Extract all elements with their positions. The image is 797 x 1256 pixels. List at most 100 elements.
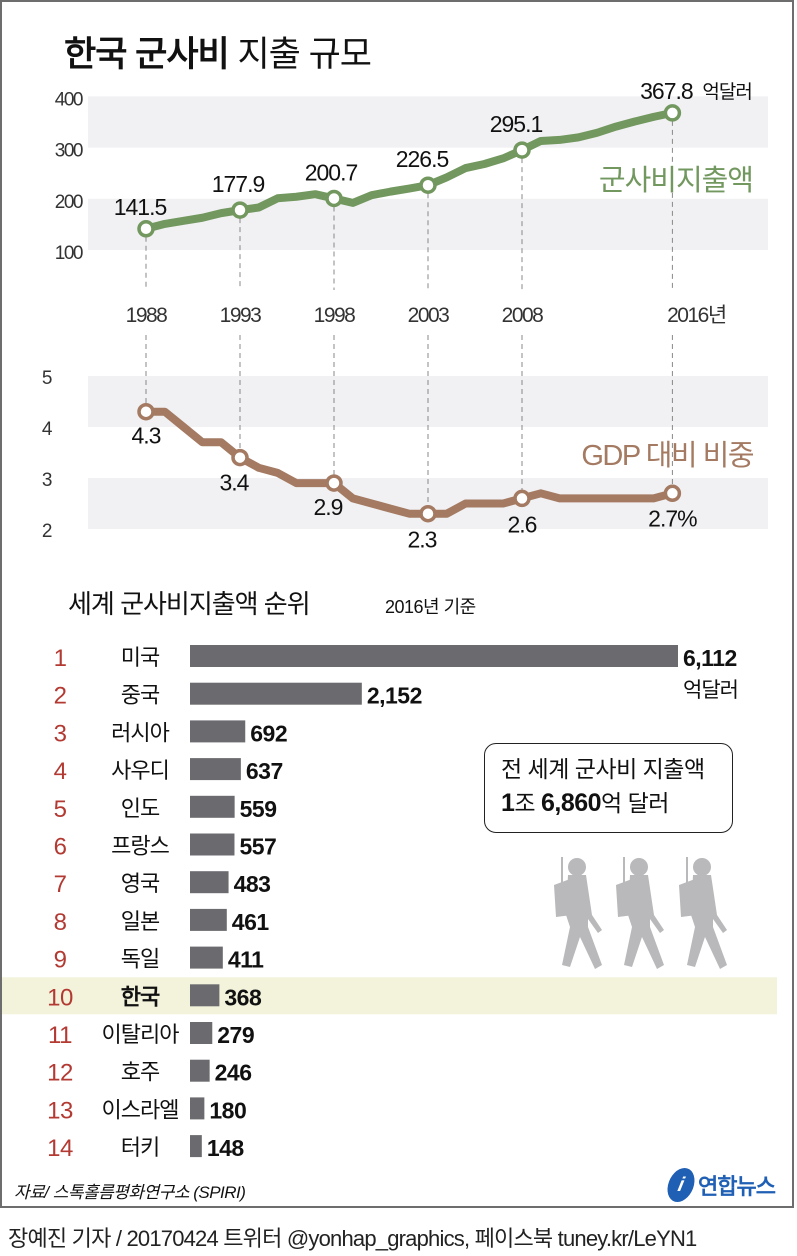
rank-number: 2 — [54, 683, 67, 710]
bar — [190, 1022, 213, 1044]
soldier-body — [562, 875, 602, 969]
bar-value-label: 2,152 — [367, 683, 422, 709]
bar-value-label: 637 — [246, 758, 283, 784]
soldier-silhouette-icon — [679, 857, 727, 969]
data-point-marker — [325, 189, 343, 208]
y-tick-label: 5 — [42, 368, 52, 389]
rank-number: 7 — [54, 871, 67, 898]
source-note: 자료/ 스톡홀름평화연구소 (SPIRI) — [14, 1183, 246, 1202]
world-total-box: 전 세계 군사비 지출액 1조 6,860억 달러 — [484, 743, 733, 833]
country-label: 호주 — [121, 1060, 160, 1085]
bar — [190, 682, 362, 705]
y-tick-label: 2 — [42, 521, 52, 542]
data-label: 367.8 — [640, 78, 693, 104]
data-point-marker — [419, 504, 437, 523]
rank-number: 13 — [47, 1097, 73, 1124]
world-total-label: 전 세계 군사비 지출액 — [501, 756, 705, 782]
data-point-marker — [513, 489, 531, 508]
bar-value-label: 246 — [215, 1060, 252, 1086]
bar — [190, 1135, 202, 1158]
y-tick-label: 4 — [42, 419, 53, 440]
total-unit2: 억 달러 — [601, 790, 669, 816]
country-label: 미국 — [121, 645, 160, 670]
bar-value-label: 411 — [228, 947, 264, 973]
rank-number: 12 — [47, 1060, 73, 1087]
bar-chart-title: 세계 군사비지출액 순위 — [68, 589, 310, 619]
bar — [190, 1059, 210, 1082]
data-label: 200.7 — [305, 159, 358, 185]
yonhap-logo-icon: i — [664, 1168, 698, 1202]
soldier-body — [624, 875, 664, 969]
soldier-backpack — [616, 879, 634, 917]
x-tick-label: 2003 — [408, 304, 450, 327]
rank-number: 8 — [54, 909, 67, 936]
rank-number: 10 — [47, 984, 73, 1011]
bar — [190, 1097, 205, 1120]
bar-chart-subtitle: 2016년 기준 — [385, 597, 476, 617]
bar-value-label: 559 — [240, 796, 277, 822]
country-label: 러시아 — [111, 720, 169, 745]
data-point-marker — [325, 474, 343, 492]
total-num1: 1 — [501, 789, 515, 817]
data-label: 226.5 — [396, 146, 449, 172]
rank-number: 6 — [54, 834, 67, 861]
bar — [190, 871, 229, 894]
rank-number: 5 — [54, 796, 67, 823]
country-label: 영국 — [121, 871, 160, 896]
data-label: 2.6 — [508, 511, 537, 537]
yonhap-logo: i 연합뉴스 — [664, 1168, 776, 1202]
bar-unit-label: 억달러 — [683, 679, 738, 702]
data-point-marker — [137, 220, 155, 238]
data-label: 295.1 — [490, 111, 543, 137]
rank-number: 14 — [47, 1135, 73, 1162]
soldier-backpack — [554, 879, 572, 917]
data-label: 2.7% — [648, 505, 697, 531]
bar-value-label: 180 — [209, 1097, 246, 1123]
rank-number: 1 — [54, 645, 67, 672]
data-point-marker — [513, 141, 531, 159]
bar — [190, 946, 223, 969]
highlight-row — [2, 977, 777, 1015]
bar — [190, 908, 227, 931]
bar-value-label: 148 — [207, 1135, 245, 1161]
unit-label: 억달러 — [702, 81, 751, 103]
bar — [190, 833, 235, 856]
bar — [190, 984, 220, 1007]
y-tick-label: 100 — [55, 243, 83, 264]
data-point-marker — [231, 201, 249, 219]
country-label: 사우디 — [111, 758, 169, 783]
data-label: 2.3 — [408, 527, 437, 553]
bar-value-label: 461 — [232, 909, 270, 935]
yonhap-logo-text: 연합뉴스 — [698, 1174, 776, 1199]
country-label: 독일 — [121, 947, 159, 972]
x-tick-label: 1998 — [314, 304, 356, 327]
soldier-body — [687, 875, 727, 969]
soldier-backpack — [679, 879, 697, 917]
country-label: 터키 — [121, 1135, 159, 1160]
chart-canvas: 1988 1993 1998 2003 2008 2016년 100 200 300 400 2 3 4… — [2, 78, 777, 1162]
y-tick-label: 200 — [55, 192, 83, 213]
data-point-marker — [419, 176, 437, 194]
infographic-frame — [0, 0, 794, 1208]
credit-footer: 장예진 기자 / 20170424 트위터 @yonhap_graphics, … — [8, 1226, 697, 1251]
y-tick-label: 300 — [55, 141, 83, 162]
title-regular: 지출 규모 — [237, 35, 372, 74]
country-label: 이스라엘 — [102, 1097, 179, 1122]
rank-number: 11 — [48, 1022, 72, 1049]
soldier-head — [693, 858, 711, 876]
rank-number: 3 — [54, 720, 67, 747]
total-num2: 6,860 — [540, 789, 602, 817]
soldier-silhouette-icon — [616, 857, 664, 969]
data-label: 141.5 — [114, 194, 167, 220]
total-unit1: 조 — [514, 790, 536, 816]
page-title: 한국 군사비 지출 규모 — [64, 26, 372, 77]
y-tick-label: 3 — [42, 470, 52, 491]
bar-value-label: 557 — [239, 834, 276, 860]
bar-value-label: 483 — [234, 871, 271, 897]
bar — [190, 758, 241, 781]
bar-value-label: 368 — [224, 984, 262, 1010]
series-label-gdp: GDP 대비 비중 — [581, 439, 753, 472]
x-tick-label: 1993 — [220, 304, 262, 327]
series-label-spending: 군사비지출액 — [599, 164, 753, 197]
country-label: 프랑스 — [111, 834, 169, 859]
